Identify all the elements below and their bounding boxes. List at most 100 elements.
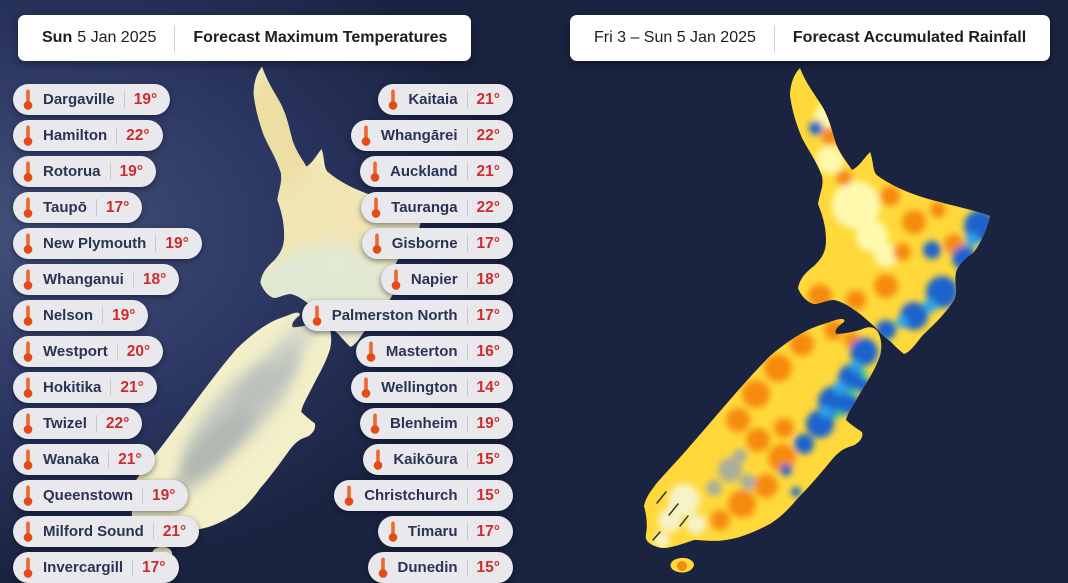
city-temperature: 19°: [133, 90, 158, 108]
pill-divider: [108, 451, 110, 468]
city-temp-pill: Hokitika 21°: [13, 372, 157, 403]
temperature-header-title: Forecast Maximum Temperatures: [193, 29, 448, 46]
thermometer-icon: [23, 377, 33, 398]
pill-divider: [466, 559, 468, 576]
city-temperature: 19°: [119, 162, 143, 180]
thermometer-icon: [23, 233, 33, 254]
pill-divider: [132, 271, 134, 288]
city-temp-pill: Westport 20°: [13, 336, 164, 367]
city-temp-pill: Queenstown 19°: [13, 480, 189, 511]
thermometer-icon: [23, 413, 33, 434]
pill-divider: [102, 307, 104, 324]
pill-divider: [116, 127, 118, 144]
city-temperature: 18°: [476, 270, 500, 288]
city-name: Nelson: [43, 307, 94, 324]
thermometer-icon: [23, 269, 33, 290]
city-temperature: 14°: [476, 378, 500, 396]
city-temperature: 19°: [476, 414, 500, 432]
city-temp-pill: Rotorua 19°: [13, 156, 156, 187]
city-name: Rotorua: [43, 163, 101, 180]
city-temperature: 17°: [476, 306, 500, 324]
pill-divider: [109, 163, 111, 180]
city-temp-pill: Invercargill 17°: [13, 552, 179, 583]
city-name: Dunedin: [397, 559, 458, 576]
thermometer-icon: [23, 89, 33, 110]
thermometer-icon: [372, 233, 381, 254]
pill-divider: [466, 235, 468, 252]
city-temperature: 22°: [476, 126, 500, 144]
pill-divider: [155, 235, 157, 252]
panel-max-temperatures: Sun 5 Jan 2025 Forecast Maximum Temperatu…: [0, 0, 534, 583]
city-temperature: 20°: [126, 342, 151, 360]
pill-divider: [123, 91, 125, 108]
city-temp-pill: Kaikōura 15°: [363, 444, 513, 475]
pill-divider: [132, 559, 134, 576]
city-temperature: 17°: [476, 234, 500, 252]
city-temp-pill: Auckland 21°: [360, 156, 513, 187]
city-temperature: 19°: [152, 486, 176, 504]
city-temp-pill: Nelson 19°: [13, 300, 149, 331]
pill-divider: [466, 379, 468, 396]
city-temperature: 15°: [476, 450, 500, 468]
pill-divider: [466, 127, 468, 144]
pill-divider: [110, 379, 112, 396]
pill-divider: [466, 451, 468, 468]
city-temperature: 15°: [476, 486, 500, 504]
city-temp-pill: Milford Sound 21°: [13, 516, 200, 547]
city-name: Taupō: [43, 199, 87, 216]
city-temp-pill: Whanganui 18°: [13, 264, 180, 295]
city-temp-pill: Wanaka 21°: [13, 444, 155, 475]
pill-divider: [466, 523, 468, 540]
thermometer-icon: [23, 125, 33, 146]
city-temp-pill: Christchurch 15°: [334, 480, 513, 511]
pill-divider: [152, 523, 154, 540]
thermometer-icon: [370, 413, 380, 434]
city-temp-pill: Palmerston North 17°: [301, 300, 513, 331]
temperature-header: Sun 5 Jan 2025 Forecast Maximum Temperatu…: [18, 15, 472, 61]
city-name: Wellington: [381, 379, 458, 396]
thermometer-icon: [374, 449, 383, 470]
city-temperature: 21°: [476, 90, 500, 108]
thermometer-icon: [23, 485, 33, 506]
pill-divider: [466, 487, 468, 504]
city-name: Napier: [410, 271, 458, 288]
city-temp-pill: Tauranga 22°: [361, 192, 513, 223]
pill-divider: [466, 343, 468, 360]
thermometer-icon: [23, 521, 33, 542]
thermometer-icon: [361, 125, 371, 146]
rainfall-header-title: Forecast Accumulated Rainfall: [792, 29, 1027, 46]
city-temp-pill: Napier 18°: [380, 264, 513, 295]
thermometer-icon: [23, 557, 33, 578]
city-name: Kaitaia: [408, 91, 458, 108]
pill-divider: [142, 487, 144, 504]
city-temperature: 22°: [476, 198, 500, 216]
city-name: Timaru: [407, 523, 458, 540]
city-name: Gisborne: [391, 235, 458, 252]
city-temp-pill: Hamilton 22°: [13, 120, 163, 151]
header-divider: [174, 24, 176, 52]
city-name: Invercargill: [43, 559, 124, 576]
city-temp-pill: Twizel 22°: [13, 408, 143, 439]
rainfall-map-group: [644, 68, 990, 573]
city-name: New Plymouth: [43, 235, 147, 252]
pill-divider: [116, 343, 118, 360]
city-name: Wanaka: [43, 451, 100, 468]
city-temp-pill: Whangārei 22°: [350, 120, 513, 151]
city-temp-pill: Masterton 16°: [355, 336, 513, 367]
temperature-date-rest: 5 Jan 2025: [77, 29, 157, 46]
thermometer-icon: [366, 341, 376, 362]
header-divider: [773, 24, 775, 52]
thermometer-icon: [389, 89, 398, 110]
city-name: Dargaville: [43, 91, 115, 108]
thermometer-icon: [23, 197, 33, 218]
city-temp-pill: Dargaville 19°: [13, 84, 171, 115]
pill-divider: [466, 307, 468, 324]
pill-divider: [95, 199, 97, 216]
city-name: Tauranga: [391, 199, 458, 216]
pill-divider: [466, 415, 468, 432]
temperature-list-west: Dargaville 19° Hamilton 22°: [13, 84, 202, 583]
thermometer-icon: [361, 377, 371, 398]
fiordland-fiord-lines: [652, 491, 689, 541]
rainfall-header-date: Fri 3 – Sun 5 Jan 2025: [594, 29, 756, 46]
city-temperature: 21°: [476, 162, 500, 180]
